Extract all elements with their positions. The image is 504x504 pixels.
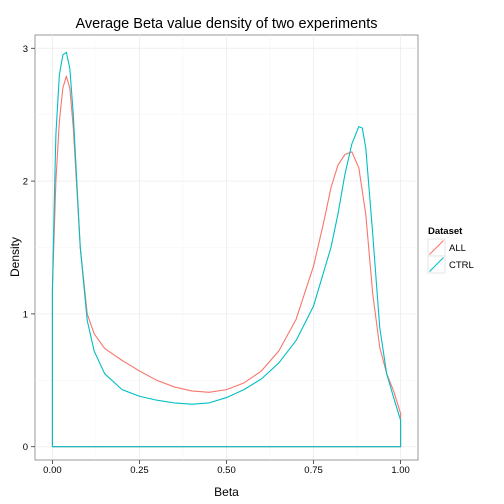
legend-title: Dataset [428, 226, 463, 237]
legend-key-glyph [429, 240, 444, 255]
x-tick-label: 0.75 [304, 465, 323, 476]
y-tick-label: 3 [23, 44, 28, 55]
y-tick-label: 0 [23, 442, 28, 453]
x-tick-label: 0.50 [217, 465, 236, 476]
y-axis-title: Density [8, 237, 22, 277]
legend: Dataset ALL CTRL [427, 226, 474, 274]
series-line-all [51, 75, 402, 448]
series-line-ctrl [51, 51, 402, 448]
x-tick-label: 0.00 [43, 465, 62, 476]
y-tick-label: 1 [23, 309, 28, 320]
series-layer [51, 51, 402, 448]
legend-key-glyph [429, 257, 444, 272]
x-axis-title: Beta [214, 485, 239, 499]
x-tick-label: 0.25 [130, 465, 149, 476]
x-tick-label: 1.00 [391, 465, 410, 476]
axes: 0.00 0.25 0.50 0.75 1.00 0 1 2 3 [23, 44, 410, 476]
legend-label-all: ALL [449, 243, 466, 254]
chart-title: Average Beta value density of two experi… [76, 16, 378, 32]
legend-label-ctrl: CTRL [449, 260, 474, 271]
y-tick-label: 2 [23, 177, 28, 188]
